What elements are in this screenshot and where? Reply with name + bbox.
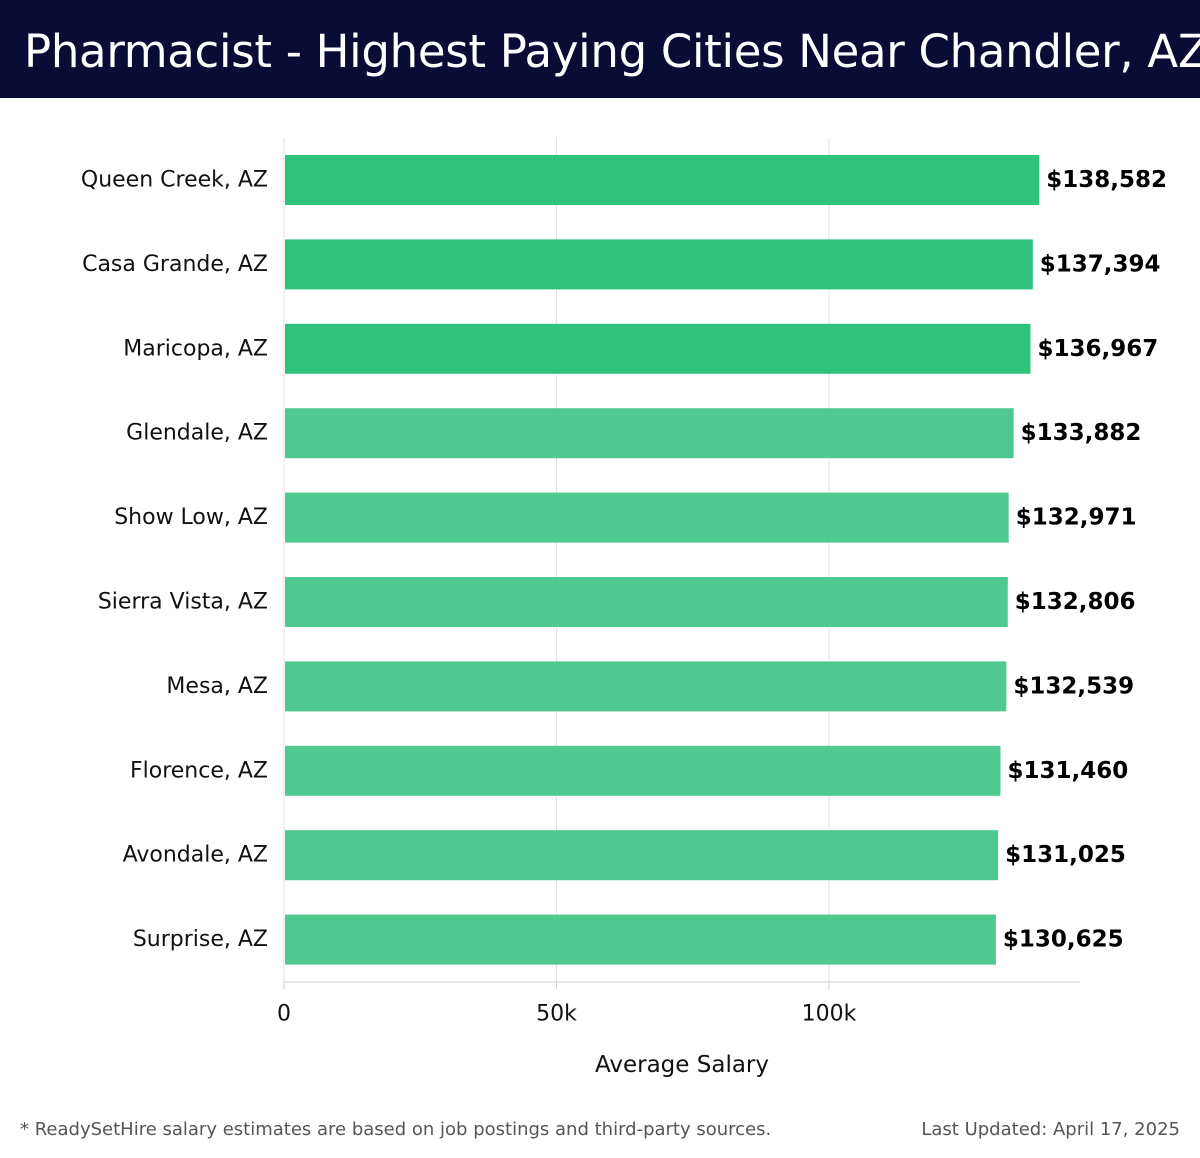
- value-label-4: $133,882: [1021, 420, 1142, 446]
- bar-5: [285, 492, 1009, 543]
- category-label-10: Surprise, AZ: [133, 927, 268, 952]
- category-label-6: Sierra Vista, AZ: [98, 590, 268, 615]
- category-label-3: Maricopa, AZ: [123, 336, 268, 361]
- value-label-10: $130,625: [1003, 927, 1124, 953]
- value-label-9: $131,025: [1005, 842, 1126, 868]
- value-label-5: $132,971: [1016, 505, 1137, 531]
- bar-8: [285, 745, 1001, 796]
- value-label-3: $136,967: [1037, 336, 1158, 362]
- x-tick-label-1: 50k: [536, 1002, 577, 1027]
- bar-3: [285, 323, 1031, 374]
- last-updated-label: Last Updated: April 17, 2025: [921, 1119, 1180, 1140]
- x-tick-label-2: 100k: [802, 1002, 857, 1027]
- category-label-8: Florence, AZ: [130, 758, 268, 783]
- x-axis-title: Average Salary: [595, 1052, 769, 1078]
- value-label-7: $132,539: [1013, 673, 1134, 699]
- category-label-4: Glendale, AZ: [126, 421, 268, 446]
- value-label-8: $131,460: [1007, 758, 1128, 784]
- category-label-1: Queen Creek, AZ: [81, 168, 268, 193]
- bar-2: [285, 239, 1033, 290]
- bar-6: [285, 577, 1008, 627]
- page-title: Pharmacist - Highest Paying Cities Near …: [24, 25, 1200, 78]
- x-tick-label-0: 0: [277, 1002, 291, 1027]
- value-label-6: $132,806: [1015, 589, 1136, 615]
- bar-10: [285, 914, 996, 965]
- category-label-5: Show Low, AZ: [114, 505, 268, 530]
- value-label-2: $137,394: [1040, 251, 1161, 277]
- value-label-1: $138,582: [1046, 167, 1167, 193]
- bar-7: [285, 661, 1007, 712]
- header-banner: Pharmacist - Highest Paying Cities Near …: [0, 0, 1200, 98]
- bar-4: [285, 408, 1014, 459]
- bar-9: [285, 830, 999, 881]
- footer-note: * ReadySetHire salary estimates are base…: [20, 1119, 772, 1140]
- category-label-9: Avondale, AZ: [123, 843, 268, 868]
- bar-1: [285, 155, 1040, 205]
- category-label-2: Casa Grande, AZ: [82, 252, 268, 277]
- category-label-7: Mesa, AZ: [166, 674, 268, 699]
